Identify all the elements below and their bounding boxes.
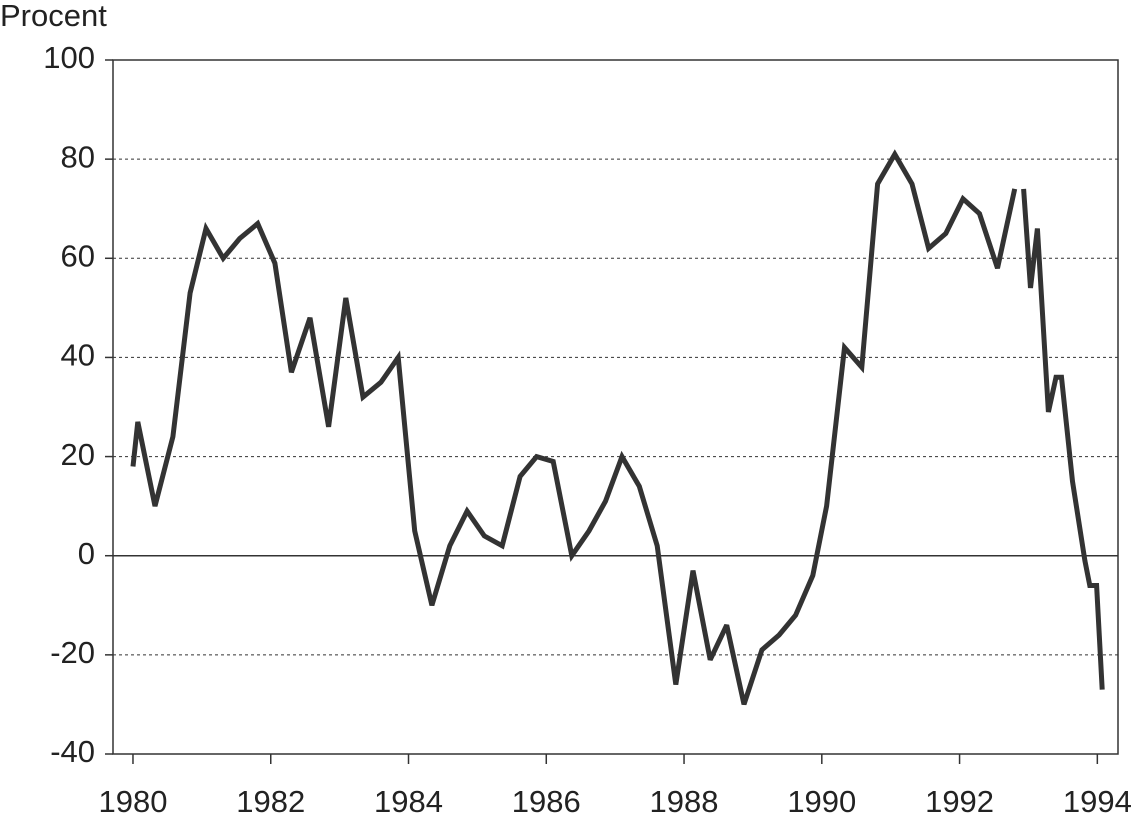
x-tick-label: 1994 xyxy=(1063,784,1132,819)
data-line xyxy=(130,149,1105,706)
x-tick-label: 1988 xyxy=(650,784,719,819)
y-tick-label: 20 xyxy=(61,437,95,472)
x-tick-label: 1984 xyxy=(374,784,443,819)
y-axis-label: Procent xyxy=(0,0,107,33)
x-tick-label: 1982 xyxy=(236,784,305,819)
x-tick-label: 1992 xyxy=(925,784,994,819)
x-tick-label: 1986 xyxy=(512,784,581,819)
y-tick-label: 40 xyxy=(61,338,95,373)
x-tick-label: 1990 xyxy=(787,784,856,819)
y-tick-label: 100 xyxy=(43,40,95,75)
y-tick-label: 60 xyxy=(61,238,95,273)
y-tick-label: 80 xyxy=(61,139,95,174)
plot-frame xyxy=(112,59,1119,755)
x-tick-label: 1980 xyxy=(98,784,167,819)
y-tick-label: -20 xyxy=(50,635,95,670)
y-tick-label: 0 xyxy=(78,536,95,571)
y-tick-label: -40 xyxy=(50,734,95,769)
